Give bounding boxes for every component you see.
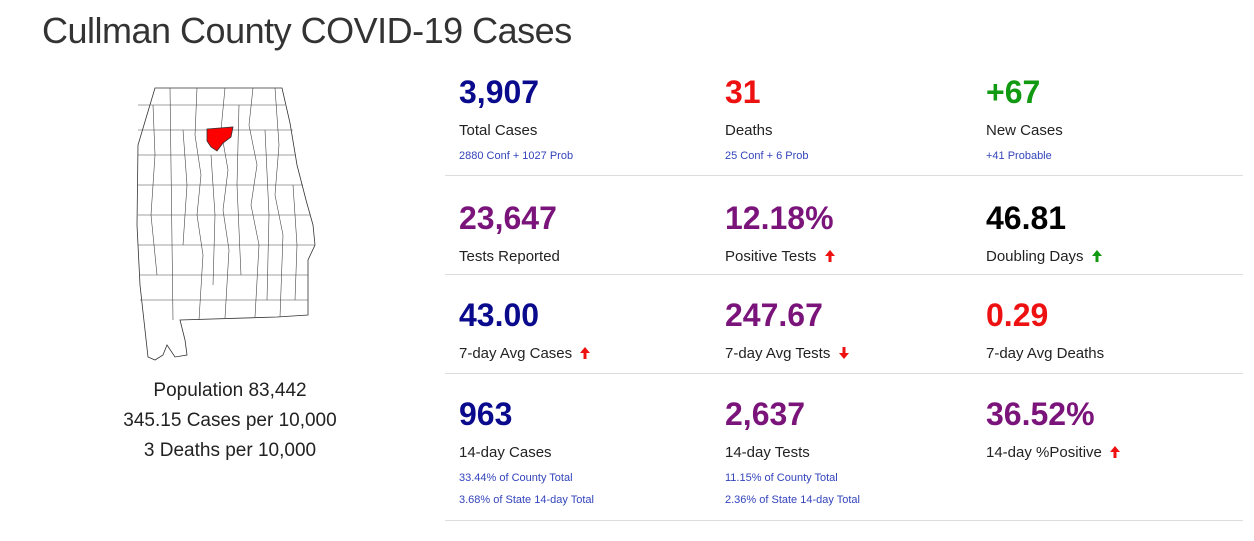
alabama-county-map	[125, 85, 325, 365]
stat-value: 36.52%	[986, 396, 1095, 432]
stat-positive-tests: 12.18% Positive Tests	[725, 176, 837, 265]
stat-value: 3,907	[459, 74, 540, 110]
stats-row: 23,647 Tests Reported 12.18% Positive Te…	[445, 176, 1243, 275]
stat-label: Total Cases	[459, 122, 538, 139]
stat-label: Positive Tests	[725, 248, 817, 265]
stat-value: +67	[986, 74, 1041, 110]
stat-label-wrap: 7-day Avg Cases	[459, 345, 592, 362]
stat-label: 7-day Avg Cases	[459, 345, 573, 362]
stat-label: Deaths	[725, 122, 773, 139]
stat-value: 43.00	[459, 297, 540, 333]
stat-value: 963	[459, 396, 513, 432]
stat-value: 46.81	[986, 200, 1067, 236]
stat-value: 23,647	[459, 200, 557, 236]
stat-7day-avg-cases: 43.00 7-day Avg Cases	[459, 275, 592, 362]
stat-label-wrap: 14-day %Positive	[986, 444, 1122, 461]
stat-label: 7-day Avg Deaths	[986, 345, 1105, 362]
stat-total-cases: 3,907 Total Cases 2880 Conf + 1027 Prob	[459, 70, 573, 162]
stat-label: 14-day Cases	[459, 444, 552, 461]
stat-value: 2,637	[725, 396, 806, 432]
down-red-arrow-icon	[838, 347, 849, 359]
stat-value: 31	[725, 74, 761, 110]
up-red-arrow-icon	[824, 250, 835, 262]
cases-per-10k-text: 345.15 Cases per 10,000	[123, 410, 337, 431]
stat-label: 7-day Avg Tests	[725, 345, 831, 362]
stat-deaths: 31 Deaths 25 Conf + 6 Prob	[725, 70, 808, 162]
stat-value: 247.67	[725, 297, 823, 333]
stat-7day-avg-deaths: 0.29 7-day Avg Deaths	[986, 275, 1104, 362]
stat-subtext: 3.68% of State 14-day Total	[459, 494, 594, 506]
stat-label: Doubling Days	[986, 248, 1084, 265]
cullman-county-highlight	[206, 126, 234, 152]
up-red-arrow-icon	[1110, 446, 1121, 458]
up-green-arrow-icon	[1091, 250, 1102, 262]
stat-subtext: 11.15% of County Total	[725, 472, 838, 484]
stat-tests-reported: 23,647 Tests Reported	[459, 176, 560, 265]
stat-subtext: 2.36% of State 14-day Total	[725, 494, 860, 506]
stat-subtext: 33.44% of County Total	[459, 472, 573, 484]
stat-subtext: +41 Probable	[986, 150, 1052, 162]
stat-value: 12.18%	[725, 200, 834, 236]
stats-row: 3,907 Total Cases 2880 Conf + 1027 Prob …	[445, 70, 1243, 176]
stat-14day-cases: 963 14-day Cases 33.44% of County Total …	[459, 374, 594, 506]
stat-subtext: 2880 Conf + 1027 Prob	[459, 150, 574, 162]
stat-14day-tests: 2,637 14-day Tests 11.15% of County Tota…	[725, 374, 860, 506]
stat-value: 0.29	[986, 297, 1049, 333]
state-outline	[136, 87, 316, 361]
stat-label: 14-day %Positive	[986, 444, 1102, 461]
stat-label: 14-day Tests	[725, 444, 810, 461]
stat-14day-positive: 36.52% 14-day %Positive	[986, 374, 1122, 461]
page-title: Cullman County COVID-19 Cases	[42, 10, 572, 51]
stats-grid: 3,907 Total Cases 2880 Conf + 1027 Prob …	[445, 70, 1243, 521]
up-red-arrow-icon	[580, 347, 591, 359]
stats-row: 963 14-day Cases 33.44% of County Total …	[445, 374, 1243, 521]
stat-new-cases: +67 New Cases +41 Probable	[986, 70, 1063, 162]
stat-label-wrap: Doubling Days	[986, 248, 1104, 265]
stat-doubling-days: 46.81 Doubling Days	[986, 176, 1104, 265]
stat-label-wrap: 7-day Avg Tests	[725, 345, 851, 362]
stat-7day-avg-tests: 247.67 7-day Avg Tests	[725, 275, 851, 362]
stat-label-wrap: Positive Tests	[725, 248, 837, 265]
deaths-per-10k-text: 3 Deaths per 10,000	[143, 440, 317, 461]
stats-row: 43.00 7-day Avg Cases 247.67 7-day Avg T…	[445, 275, 1243, 374]
stat-label: New Cases	[986, 122, 1063, 139]
population-info: Population 83,442 345.15 Cases per 10,00…	[80, 376, 380, 466]
population-text: Population 83,442	[153, 380, 307, 401]
stat-label: Tests Reported	[459, 248, 560, 265]
stat-subtext: 25 Conf + 6 Prob	[725, 150, 809, 162]
